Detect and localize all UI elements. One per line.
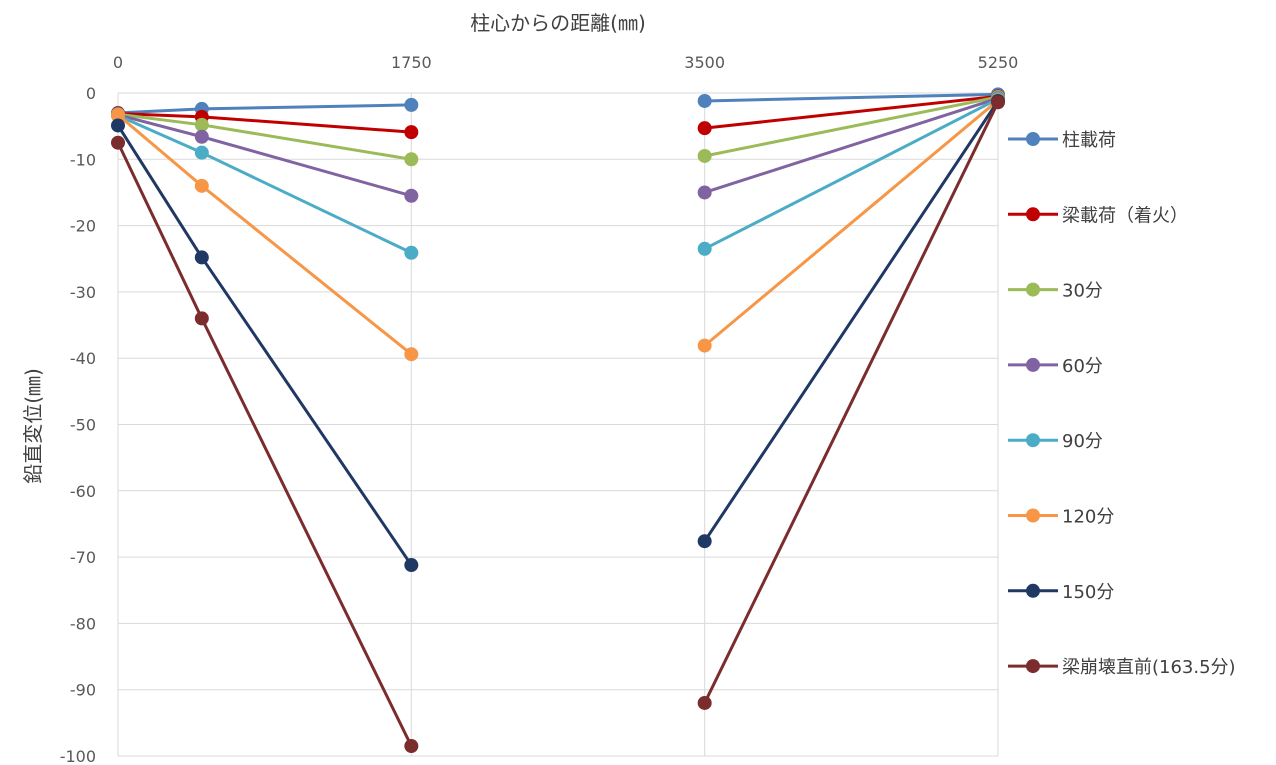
data-point xyxy=(194,250,209,265)
series-line xyxy=(704,96,999,194)
legend-label: 150分 xyxy=(1062,582,1114,603)
x-tick-label: 0 xyxy=(113,53,123,72)
legend-label: 90分 xyxy=(1062,431,1103,452)
legend-item: 30分 xyxy=(1008,281,1103,302)
y-tick-label: -70 xyxy=(70,548,96,567)
series-line xyxy=(116,124,413,566)
y-tick-label: -90 xyxy=(70,681,96,700)
plot-area xyxy=(111,87,1005,754)
data-point xyxy=(194,129,209,144)
y-tick-labels: 0 -10 -20 -30 -40 -50 -60 -70 -80 -90 -100 xyxy=(60,84,96,765)
y-tick-label: 0 xyxy=(86,84,96,103)
legend-item: 150分 xyxy=(1008,582,1114,603)
series-line xyxy=(703,97,999,251)
data-point xyxy=(697,93,712,108)
legend-label: 梁崩壊直前(163.5分) xyxy=(1062,657,1236,678)
legend-item: 柱載荷 xyxy=(1008,130,1116,151)
y-tick-label: -20 xyxy=(70,217,96,236)
series-8 xyxy=(111,95,1005,754)
legend-label: 120分 xyxy=(1062,507,1114,528)
legend-label: 柱載荷 xyxy=(1062,130,1116,151)
data-point xyxy=(111,135,125,150)
data-point xyxy=(194,311,209,326)
legend-marker xyxy=(1026,207,1040,222)
data-point xyxy=(404,152,419,167)
series-line xyxy=(704,94,999,130)
legend-marker xyxy=(1026,282,1040,297)
legend-marker xyxy=(1026,583,1040,598)
data-point xyxy=(697,121,712,136)
data-point xyxy=(991,95,1005,110)
data-point xyxy=(404,125,419,140)
data-point xyxy=(697,534,712,549)
series-line xyxy=(704,95,999,158)
data-point xyxy=(697,338,712,353)
x-tick-label: 1750 xyxy=(391,53,432,72)
y-tick-label: -50 xyxy=(70,416,96,435)
data-point xyxy=(697,241,712,256)
data-point xyxy=(697,695,712,710)
legend-marker xyxy=(1026,508,1040,523)
legend-marker xyxy=(1026,433,1040,448)
series-line xyxy=(117,112,412,134)
x-tick-label: 3500 xyxy=(684,53,725,72)
legend-label: 30分 xyxy=(1062,281,1103,302)
y-tick-label: -100 xyxy=(60,747,96,765)
series-line xyxy=(703,101,1000,704)
legend-item: 90分 xyxy=(1008,431,1103,452)
data-point xyxy=(404,558,419,573)
series-line xyxy=(704,92,999,103)
legend-marker xyxy=(1026,357,1040,372)
legend-item: 梁崩壊直前(163.5分) xyxy=(1008,657,1236,678)
legend-label: 60分 xyxy=(1062,356,1103,377)
legend-label: 梁載荷（着火） xyxy=(1062,205,1188,226)
data-point xyxy=(111,118,125,133)
y-tick-label: -30 xyxy=(70,283,96,302)
legend-item: 120分 xyxy=(1008,507,1114,528)
data-point xyxy=(194,178,209,193)
x-axis-title: 柱心からの距離(㎜) xyxy=(470,11,646,35)
data-point xyxy=(404,739,419,754)
y-tick-label: -60 xyxy=(70,482,96,501)
data-point xyxy=(194,145,209,160)
y-tick-label: -80 xyxy=(70,614,96,633)
data-point xyxy=(404,188,419,203)
data-point xyxy=(111,107,125,122)
y-tick-label: -10 xyxy=(70,150,96,169)
data-point xyxy=(404,97,419,112)
series-7 xyxy=(111,93,1005,573)
series-3 xyxy=(111,89,1005,167)
legend-item: 60分 xyxy=(1008,356,1103,377)
data-point xyxy=(404,245,419,260)
series-line xyxy=(703,100,1000,543)
legend-marker xyxy=(1026,132,1040,146)
y-axis-title: 鉛直変位(㎜) xyxy=(21,368,45,484)
series-line xyxy=(703,99,999,347)
data-point xyxy=(697,148,712,163)
y-tick-label: -40 xyxy=(70,349,96,368)
data-point xyxy=(194,117,209,132)
x-tick-label: 5250 xyxy=(978,53,1019,72)
series-line xyxy=(117,103,412,115)
legend-item: 梁載荷（着火） xyxy=(1008,205,1188,226)
data-point xyxy=(697,185,712,200)
series-5 xyxy=(111,91,1005,260)
legend-marker xyxy=(1026,659,1040,674)
data-point xyxy=(404,347,419,362)
grid xyxy=(117,92,999,757)
series-1 xyxy=(111,87,1005,120)
x-tick-labels: 0 1750 3500 5250 xyxy=(113,53,1018,72)
